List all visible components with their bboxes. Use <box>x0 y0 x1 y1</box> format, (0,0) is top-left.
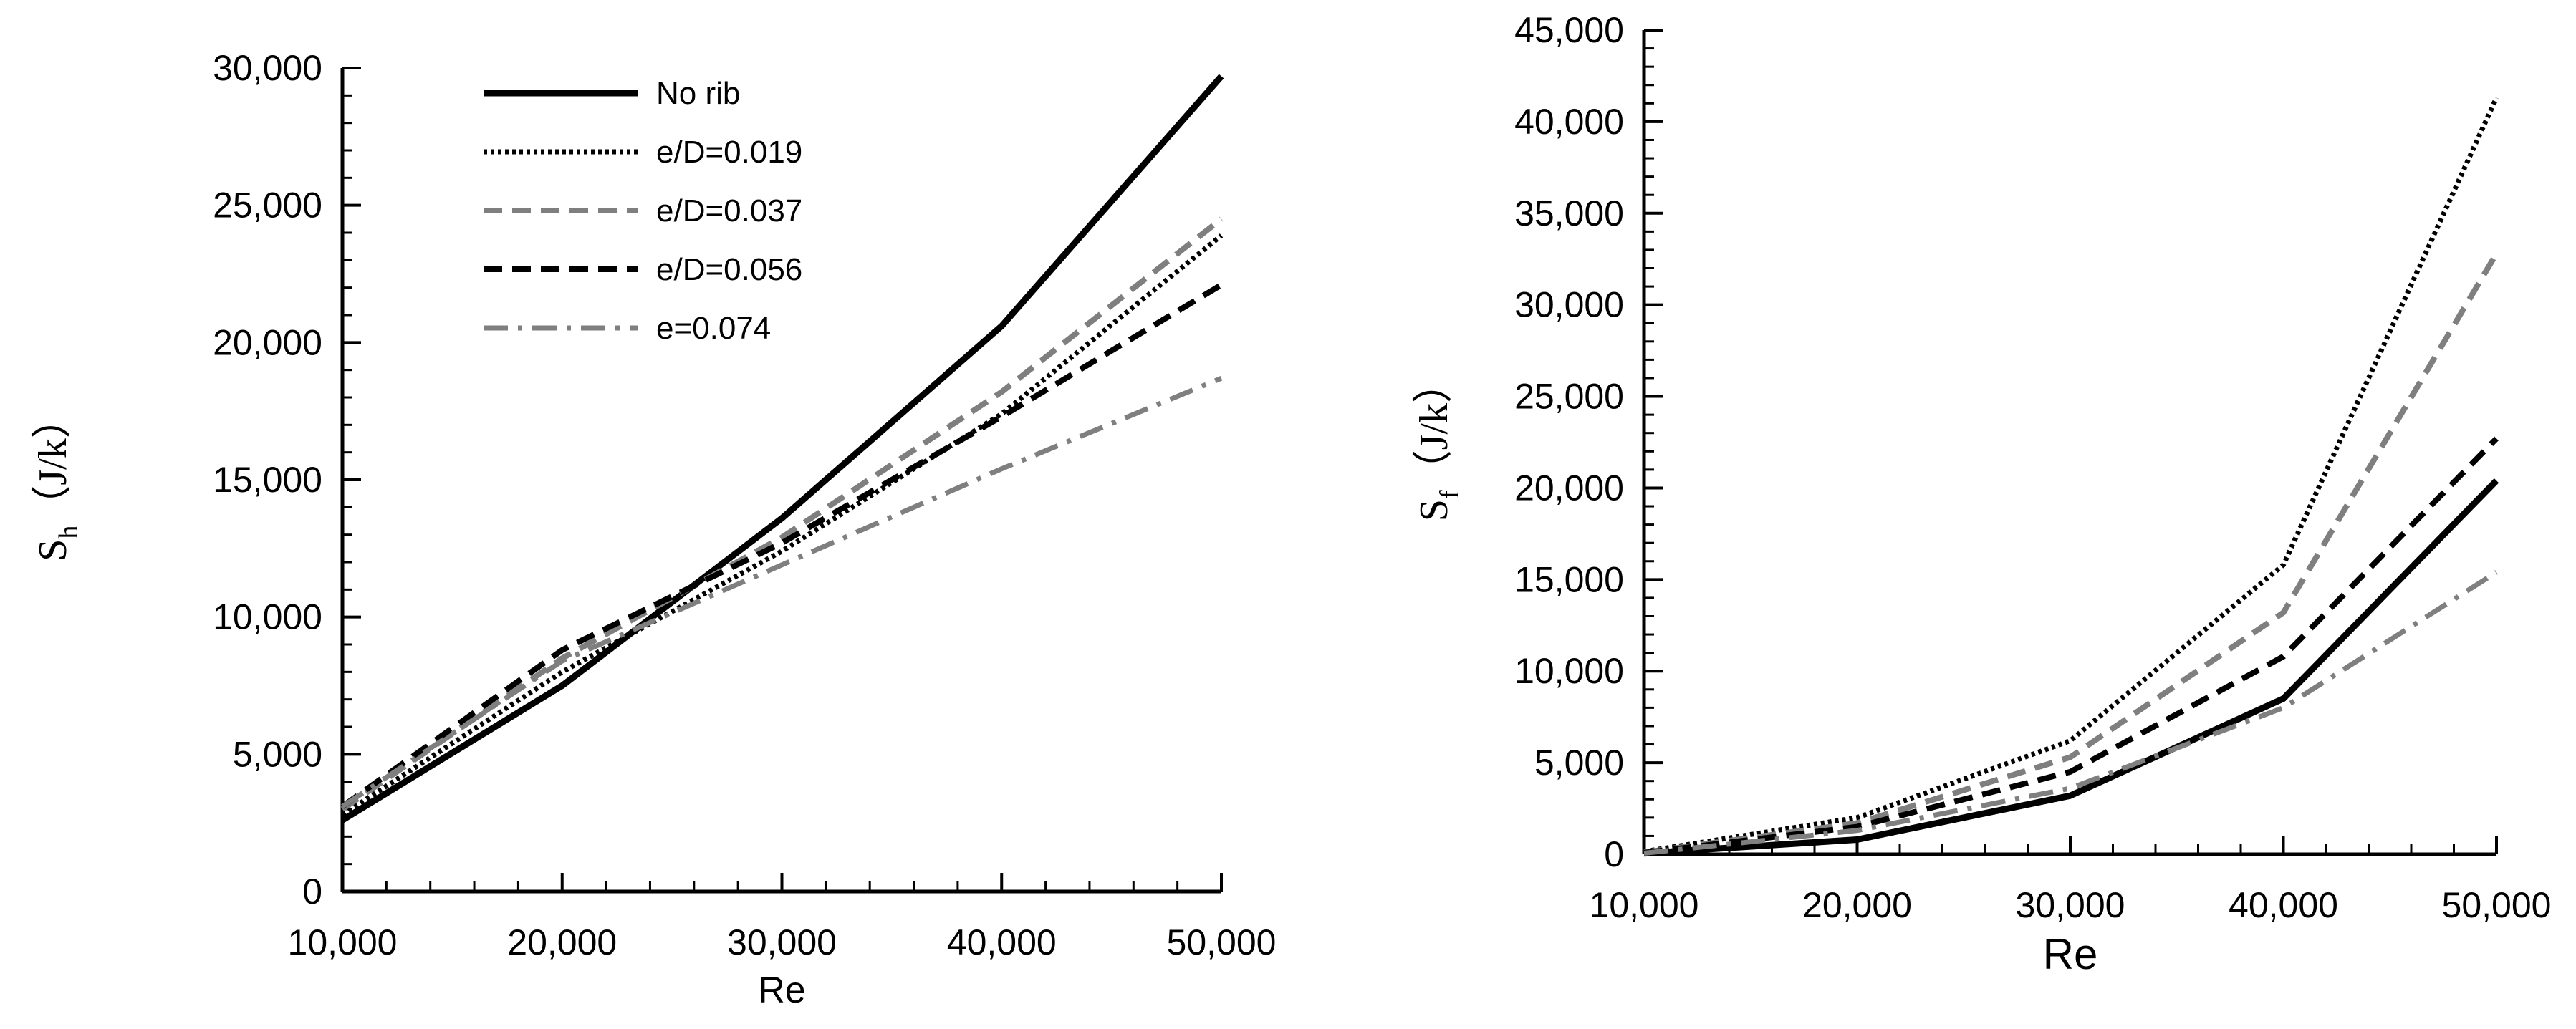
x-tick-label: 30,000 <box>2016 885 2125 925</box>
series-line-4 <box>1643 436 2499 856</box>
y-axis-title: Sh（J/k） <box>31 398 84 561</box>
series-line-5 <box>341 375 1223 809</box>
y-axis-title: Sf（J/k） <box>1412 363 1465 521</box>
y-title-subscript: h <box>54 526 84 539</box>
y-tick-label: 10,000 <box>213 597 322 637</box>
x-tick-label: 40,000 <box>2229 885 2338 925</box>
series-line-2 <box>341 233 1224 817</box>
x-tick-label: 10,000 <box>1590 885 1699 925</box>
x-tick-label: 30,000 <box>727 922 837 962</box>
y-tick-label: 20,000 <box>1514 468 1624 508</box>
y-tick-label: 0 <box>302 871 322 912</box>
y-title-subscript: f <box>1435 490 1465 499</box>
y-tick-label: 15,000 <box>213 460 322 500</box>
y-tick-label: 5,000 <box>1534 743 1624 783</box>
y-tick-label: 30,000 <box>1514 285 1624 325</box>
y-tick-label: 25,000 <box>213 185 322 226</box>
x-tick-label: 20,000 <box>507 922 617 962</box>
y-tick-label: 0 <box>1604 834 1624 874</box>
series-line-3 <box>340 216 1224 812</box>
y-tick-label: 25,000 <box>1514 377 1624 417</box>
legend-label-5: e=0.074 <box>656 311 771 346</box>
x-axis-title: Re <box>2043 930 2098 978</box>
y-tick-label: 10,000 <box>1514 651 1624 691</box>
y-tick-label: 15,000 <box>1514 559 1624 599</box>
y-title-symbol: S <box>31 539 75 561</box>
legend-label-4: e/D=0.056 <box>656 252 802 287</box>
y-tick-label: 40,000 <box>1514 102 1624 142</box>
y-tick-label: 5,000 <box>233 734 322 774</box>
x-tick-label: 20,000 <box>1802 885 1912 925</box>
series-line-3 <box>1643 251 2499 856</box>
x-tick-label: 50,000 <box>2442 885 2552 925</box>
x-axis-title: Re <box>758 970 805 1011</box>
chart-sf: 0 5,000 10,000 15,000 20,000 25,000 30,000 35,0… <box>1412 10 2551 978</box>
legend-label-2: e/D=0.019 <box>656 135 802 170</box>
x-tick-label: 10,000 <box>288 922 398 962</box>
y-tick-label: 45,000 <box>1514 10 1624 50</box>
series-line-2 <box>1643 97 2499 854</box>
x-tick-label: 50,000 <box>1167 922 1277 962</box>
legend-label-3: e/D=0.037 <box>656 193 802 228</box>
x-tick-label: 40,000 <box>947 922 1057 962</box>
series-line-5 <box>1643 570 2498 856</box>
y-title-unit: （J/k） <box>31 398 75 525</box>
y-tick-label: 20,000 <box>213 322 322 362</box>
y-title-unit: （J/k） <box>1412 363 1456 490</box>
y-tick-label: 35,000 <box>1514 193 1624 233</box>
y-tick-label: 30,000 <box>213 48 322 88</box>
y-title-symbol: S <box>1412 499 1456 521</box>
series-line-1 <box>1643 478 2499 857</box>
series-line-1 <box>340 74 1224 823</box>
legend-label-1: No rib <box>656 76 740 111</box>
chart-sh: 0 5,000 10,000 15,000 20,000 25,000 30,000 10,0… <box>31 48 1276 1011</box>
series-line-4 <box>340 282 1224 809</box>
